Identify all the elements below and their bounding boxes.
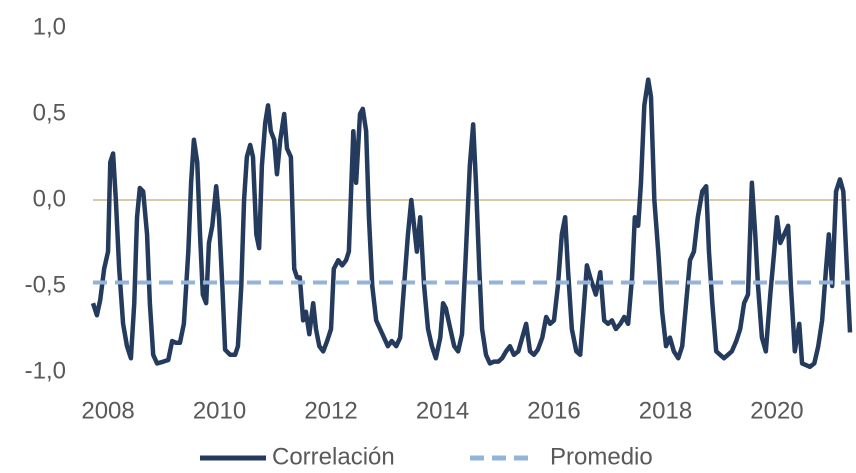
x-tick-label: 2020 [750,397,803,424]
x-tick-label: 2008 [81,397,134,424]
x-tick-label: 2012 [304,397,357,424]
legend-label: Promedio [550,443,653,470]
legend-label: Correlación [272,443,395,470]
x-tick-label: 2014 [416,397,469,424]
y-tick-label: -0,5 [25,271,66,298]
series-line [90,77,853,370]
y-tick-label: -1,0 [25,357,66,384]
x-tick-label: 2018 [639,397,692,424]
x-tick-label: 2010 [193,397,246,424]
x-tick-label: 2016 [527,397,580,424]
y-tick-label: 1,0 [33,13,66,40]
y-tick-label: 0,5 [33,99,66,126]
y-tick-label: 0,0 [33,185,66,212]
